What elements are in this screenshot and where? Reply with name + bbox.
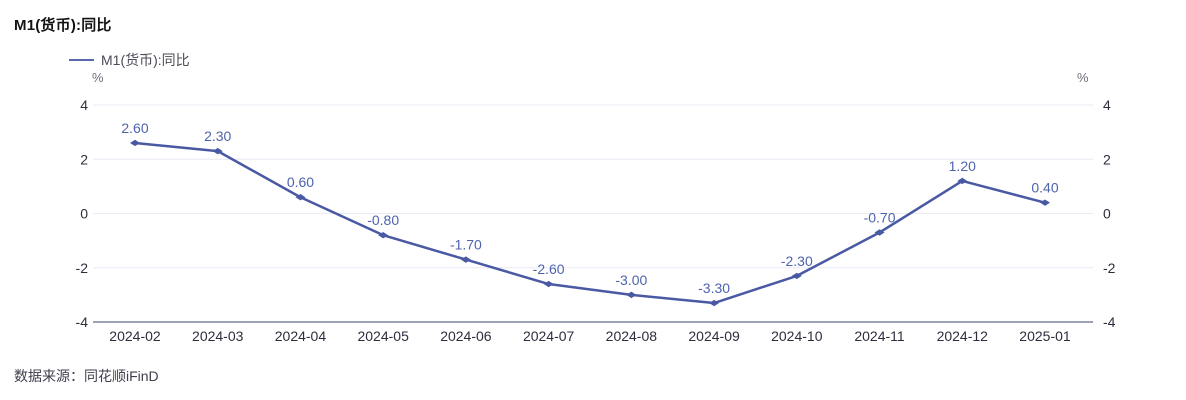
data-point-marker[interactable] — [130, 139, 140, 147]
data-point-marker[interactable] — [460, 256, 471, 263]
x-axis-labels: 2024-02 2024-03 2024-04 2024-05 2024-06 2024-… — [109, 328, 1071, 344]
y-tick-label-right: 0 — [1103, 206, 1111, 222]
data-value-label: -2.60 — [533, 261, 565, 277]
x-tick-label: 2024-03 — [192, 328, 244, 344]
data-value-label: -3.00 — [615, 272, 647, 288]
grid-lines — [93, 104, 1093, 269]
data-points[interactable] — [130, 139, 1050, 307]
legend-item-m1[interactable]: M1(货币):同比 — [69, 50, 190, 70]
data-point-marker[interactable] — [1040, 199, 1050, 206]
y-axis-left-labels: 4 2 0 -2 -4 — [76, 97, 89, 330]
series-line[interactable] — [133, 141, 1047, 305]
data-point-marker[interactable] — [295, 194, 306, 201]
data-labels: 2.60 2.30 0.60 -0.80 -1.70 -2.60 -3.00 -3.30 -2.… — [121, 120, 1058, 296]
legend-label: M1(货币):同比 — [101, 52, 190, 68]
data-point-marker[interactable] — [378, 232, 389, 239]
y-axis-right-labels: 4 2 0 -2 -4 — [1103, 97, 1116, 330]
data-point-marker[interactable] — [212, 147, 223, 155]
data-value-label: 1.20 — [949, 158, 976, 174]
data-value-label: 0.40 — [1031, 180, 1058, 196]
y-tick-label-right: 4 — [1103, 97, 1111, 113]
data-point-marker[interactable] — [709, 299, 720, 307]
y-tick-label-left: -2 — [76, 260, 89, 276]
x-tick-label: 2024-05 — [357, 328, 409, 344]
data-value-label: -3.30 — [698, 280, 730, 296]
chart-title: M1(货币):同比 — [14, 17, 112, 34]
data-point-marker[interactable] — [874, 229, 885, 236]
data-source-caption: 数据来源：同花顺iFinD — [14, 368, 159, 384]
x-tick-label: 2024-12 — [937, 328, 989, 344]
x-tick-label: 2024-02 — [109, 328, 161, 344]
data-value-label: 2.30 — [204, 128, 231, 144]
y-tick-label-left: -4 — [76, 314, 89, 330]
data-point-marker[interactable] — [791, 272, 802, 280]
data-value-label: -0.70 — [864, 209, 896, 225]
y-tick-label-right: 2 — [1103, 151, 1111, 167]
data-value-label: 0.60 — [287, 174, 314, 190]
x-tick-label: 2024-04 — [275, 328, 327, 344]
data-value-label: -2.30 — [781, 253, 813, 269]
y-axis-unit-right: % — [1077, 70, 1089, 85]
y-tick-label-left: 2 — [80, 151, 88, 167]
y-tick-label-right: -4 — [1103, 314, 1116, 330]
y-tick-label-left: 4 — [80, 97, 88, 113]
x-tick-label: 2024-07 — [523, 328, 575, 344]
data-point-marker[interactable] — [957, 177, 968, 185]
y-tick-label-right: -2 — [1103, 260, 1116, 276]
data-point-marker[interactable] — [543, 280, 554, 288]
data-point-marker[interactable] — [626, 291, 637, 299]
x-tick-label: 2024-10 — [771, 328, 823, 344]
y-tick-label-left: 0 — [80, 206, 88, 222]
x-tick-label: 2024-08 — [606, 328, 658, 344]
series-polyline[interactable] — [133, 141, 1047, 305]
data-value-label: -1.70 — [450, 237, 482, 253]
legend-line-icon — [69, 59, 94, 61]
y-axis-unit-left: % — [92, 70, 104, 85]
x-tick-label: 2025-01 — [1019, 328, 1071, 344]
data-value-label: 2.60 — [121, 120, 148, 136]
data-value-label: -0.80 — [367, 212, 399, 228]
x-tick-label: 2024-11 — [854, 328, 905, 344]
x-tick-label: 2024-09 — [688, 328, 740, 344]
x-tick-label: 2024-06 — [440, 328, 492, 344]
